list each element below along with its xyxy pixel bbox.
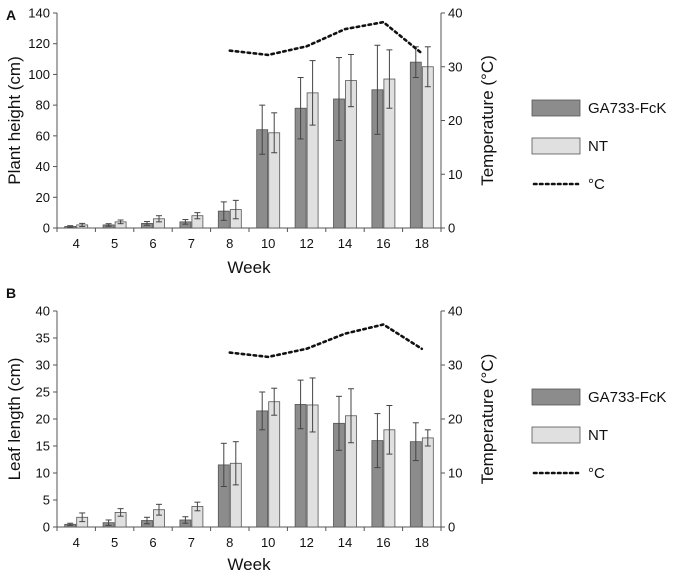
y2-axis-title: Temperature (°C) — [478, 55, 497, 186]
y2-tick-label: 40 — [448, 6, 462, 21]
legend-label-ga733-fck: GA733-FcK — [588, 100, 666, 117]
x-axis-title: Week — [227, 555, 271, 573]
x-tick-label: 14 — [338, 535, 352, 550]
legend-swatch-ga733-fck — [531, 99, 581, 117]
x-tick-label: 4 — [73, 236, 80, 251]
y2-tick-label: 30 — [448, 59, 462, 74]
bar-nt — [421, 66, 434, 229]
legend-swatch-ga733-fck — [531, 388, 581, 406]
y2-tick-label: 30 — [448, 358, 462, 373]
x-tick-label: 12 — [299, 236, 313, 251]
x-tick-label: 8 — [226, 236, 233, 251]
x-tick-label: 4 — [73, 535, 80, 550]
y2-axis-title: Temperature (°C) — [478, 354, 497, 485]
x-tick-label: 5 — [111, 535, 118, 550]
y2-tick-label: 20 — [448, 113, 462, 128]
legend: GA733-FcK NT °C — [531, 99, 666, 193]
x-tick-label: 10 — [261, 236, 275, 251]
y-tick-label: 20 — [36, 412, 50, 427]
chart-panel-a: A 0 20 40 60 80 100 120 140 0 10 20 30 40 4 5 6 7 8 10 12 14 1… — [5, 6, 666, 278]
temperature-line — [228, 20, 424, 57]
y-tick-label: 25 — [36, 385, 50, 400]
y2-tick-label: 20 — [448, 412, 462, 427]
y-tick-label: 80 — [36, 98, 50, 113]
bar-nt — [268, 401, 281, 528]
y2-tick-label: 40 — [448, 304, 462, 319]
y2-tick-label: 10 — [448, 167, 462, 182]
y-tick-label: 10 — [36, 466, 50, 481]
x-tick-label: 18 — [415, 236, 429, 251]
bar-nt — [421, 437, 434, 528]
y-tick-label: 15 — [36, 439, 50, 454]
panel-label: B — [6, 285, 16, 301]
x-tick-label: 16 — [376, 236, 390, 251]
x-tick-label: 7 — [188, 236, 195, 251]
temperature-line — [228, 323, 424, 359]
x-tick-label: 10 — [261, 535, 275, 550]
y-tick-label: 100 — [28, 67, 50, 82]
x-tick-label: 18 — [415, 535, 429, 550]
x-axis-title: Week — [227, 258, 271, 277]
y-tick-label: 5 — [43, 493, 50, 508]
y-tick-label: 140 — [28, 6, 50, 21]
legend-label-temperature: °C — [588, 465, 605, 482]
panel-label: A — [6, 7, 16, 23]
legend-swatch-nt — [531, 137, 581, 155]
chart-panel-b: B 0 5 10 15 20 25 30 35 40 0 10 20 30 40 4 5 6 7 8 10 12 14 16 1… — [5, 285, 666, 573]
legend: GA733-FcK NT °C — [531, 388, 666, 482]
x-tick-label: 6 — [149, 236, 156, 251]
y-axis-title: Leaf length (cm) — [5, 358, 24, 481]
legend-label-temperature: °C — [588, 176, 605, 193]
x-tick-label: 8 — [226, 535, 233, 550]
y2-tick-label: 10 — [448, 466, 462, 481]
y-axis-title: Plant height (cm) — [5, 56, 24, 185]
y-tick-label: 35 — [36, 331, 50, 346]
legend-swatch-nt — [531, 426, 581, 444]
x-tick-label: 12 — [299, 535, 313, 550]
x-tick-label: 16 — [376, 535, 390, 550]
legend-label-nt: NT — [588, 427, 608, 444]
bar-ga733-fck — [409, 61, 422, 229]
x-tick-label: 7 — [188, 535, 195, 550]
y-tick-label: 30 — [36, 358, 50, 373]
y-tick-label: 60 — [36, 128, 50, 143]
y-tick-label: 120 — [28, 36, 50, 51]
x-tick-label: 5 — [111, 236, 118, 251]
y-tick-label: 40 — [36, 159, 50, 174]
legend-label-nt: NT — [588, 138, 608, 155]
x-tick-label: 14 — [338, 236, 352, 251]
y-tick-label: 0 — [43, 221, 50, 236]
y2-tick-label: 0 — [448, 221, 455, 236]
y-tick-label: 40 — [36, 304, 50, 319]
y-tick-label: 20 — [36, 190, 50, 205]
y2-tick-label: 0 — [448, 520, 455, 535]
y-tick-label: 0 — [43, 520, 50, 535]
x-tick-label: 6 — [149, 535, 156, 550]
legend-label-ga733-fck: GA733-FcK — [588, 389, 666, 406]
